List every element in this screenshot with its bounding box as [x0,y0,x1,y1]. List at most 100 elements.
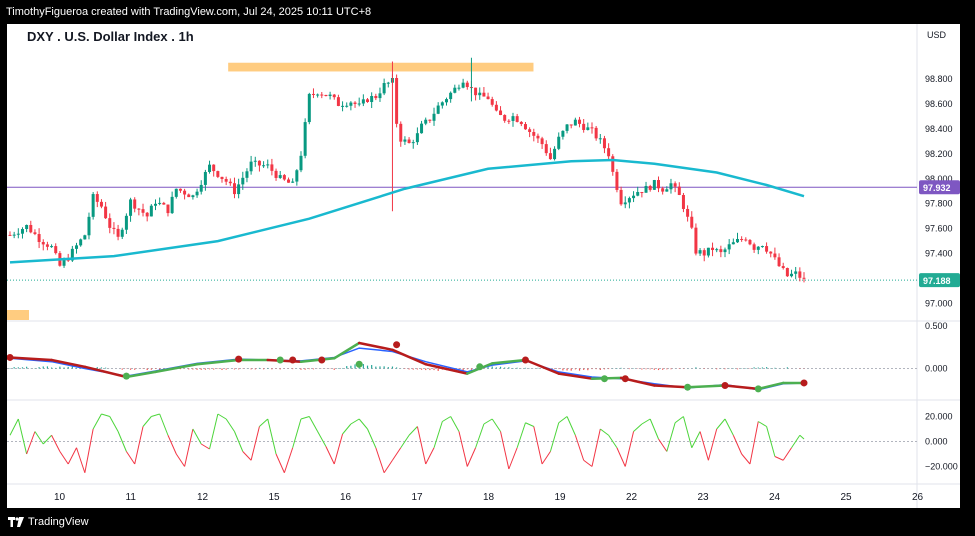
candle-body [66,259,70,261]
candle-body [120,229,124,237]
oscillator-segment [26,431,36,455]
cross-marker [289,356,297,364]
candle-body [216,171,220,177]
cross-marker [721,382,729,389]
candle-body [415,133,419,143]
oscillator-segment [508,447,518,470]
brand-name: TradingView [28,516,89,528]
candle-body [440,102,444,106]
oscillator-segment [433,421,443,448]
candle-body [266,164,270,166]
oscillator-segment [217,413,227,420]
time-tick-label: 11 [126,492,137,503]
candle-body [436,105,440,114]
candle-body [124,215,128,230]
oscillator-segment [392,447,402,461]
oscillator-segment [200,443,210,450]
oscillator-segment [234,431,244,452]
candle-body [494,104,498,111]
candle-body [203,171,207,185]
candle-body [245,171,249,178]
chart-canvas[interactable]: USD 98.800 98.600 98.400 98.200 98.000 97.800 9… [6,24,960,508]
candle-body [374,95,378,99]
candle-body [686,208,690,217]
candle-body [785,268,789,277]
candle-body [536,135,540,139]
candle-body [320,94,324,96]
cross-marker [318,356,326,364]
candle-body [8,234,12,236]
candle-body [582,123,586,130]
chart-frame[interactable]: USD 98.800 98.600 98.400 98.200 98.000 97.800 9… [6,24,960,508]
candle-body [528,129,532,133]
horizontal-level-label: 97.932 [923,183,951,193]
candle-body [191,195,195,198]
candle-body [420,123,424,134]
oscillator-segment [749,421,759,465]
candle-body [457,87,461,89]
candle-body [677,186,681,195]
candle-body [731,242,735,245]
candle-body [503,115,507,121]
candle-body [561,130,565,137]
cross-marker [684,383,692,391]
candle-body [690,216,694,228]
candle-body [324,94,328,97]
candle-body [411,142,415,144]
candle-body [316,94,320,96]
oscillator-segment [682,416,693,448]
oscillator-segment [500,431,510,470]
oscillator-segment [408,426,418,436]
candle-body [50,246,54,248]
time-tick-label: 17 [412,492,424,503]
candle-body [740,238,744,240]
momentum-signal-segment [653,384,689,389]
oscillator-segment [716,418,726,430]
oscillator-tick-label: 20.000 [925,412,953,422]
candle-body [748,240,752,245]
oscillator-segment [799,434,805,440]
cross-marker [355,360,363,368]
oscillator-segment [333,433,344,465]
candle-body [407,139,411,144]
candle-body [357,103,361,105]
candle-body [706,247,710,256]
momentum-signal-segment [299,357,336,363]
cross-marker [800,379,808,387]
oscillator-segment [383,459,393,474]
candle-body [87,216,91,236]
candle-body [565,124,569,131]
oscillator-segment [275,453,285,473]
price-tick-label: 97.000 [925,299,953,309]
candle-body [232,183,236,195]
candle-body [482,92,486,97]
candle-body [586,127,590,130]
candle-body [253,160,257,162]
oscillator-segment [641,418,651,425]
candle-body [760,246,764,248]
candle-body [29,224,33,233]
candle-body [328,94,332,97]
candle-body [141,209,145,213]
candle-body [511,116,515,121]
resistance-zone-layer [7,62,534,320]
oscillator-segment [350,418,360,425]
candle-body [228,181,232,184]
oscillator-segment [541,451,551,465]
oscillator-segment [283,447,294,473]
candle-body [370,95,374,103]
candle-body [162,202,166,205]
price-tick-label: 97.600 [925,224,953,234]
moving-average-line [9,158,805,264]
candle-body [75,245,79,249]
candle-body [735,238,739,243]
price-axis-layer: USD 98.800 98.600 98.400 98.200 98.000 97.800 9… [919,30,960,472]
momentum-signal-segment [424,363,469,375]
candle-body [33,232,37,235]
candle-body [257,160,261,166]
candle-body [619,189,623,205]
oscillator-segment [608,434,618,449]
candle-body [91,194,95,217]
momentum-signal-segment [686,384,727,389]
oscillator-segment [167,435,177,455]
